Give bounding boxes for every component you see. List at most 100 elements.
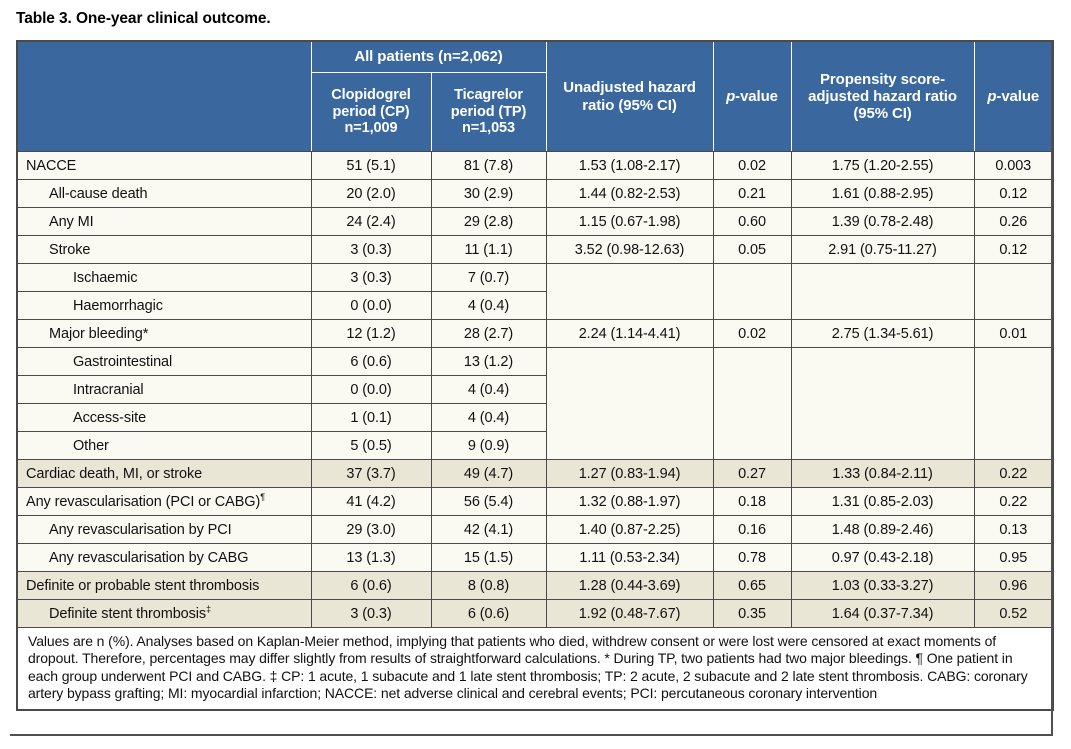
row-label-cell: Cardiac death, MI, or stroke [16,459,312,488]
tp-cell: 30 (2.9) [430,179,547,208]
cp-cell: 3 (0.3) [310,235,432,264]
footnote-marker-double-dagger: ‡ [206,603,211,614]
tp-cell: 7 (0.7) [430,263,547,292]
hr-cell: 3.52 (0.98-12.63) [545,235,714,264]
clopidogrel-period-n: n=1,009 [344,120,398,137]
merged-empty-hr-cell [545,347,714,460]
merged-empty-hr-cell [545,263,714,320]
cp-cell: 1 (0.1) [310,403,432,432]
hr-cell: 1.92 (0.48-7.67) [545,599,714,628]
p-value-cell: 0.22 [973,459,1054,488]
p-value-cell: 0.13 [973,515,1054,544]
adjusted-hr-cell: 2.91 (0.75-11.27) [790,235,975,264]
hr-cell: 1.28 (0.44-3.69) [545,571,714,600]
header-unadjusted-hr: Unadjusted hazard ratio (95% CI) [545,40,714,152]
table-body: NACCE 51 (5.1) 81 (7.8) 1.53 (1.08-2.17)… [16,151,1054,711]
row-label-cell: Any MI [16,207,312,236]
footnote-marker-pilcrow: ¶ [260,491,265,502]
merged-empty-p-cell [973,263,1054,320]
row-revascularisation-cabg: Any revascularisation by CABG 13 (1.3) 1… [16,543,1054,572]
p-value-cell: 0.65 [712,571,792,600]
row-label-cell: Definite stent thrombosis‡ [16,599,312,628]
row-label-cell: Major bleeding* [16,319,312,348]
row-intracranial: Intracranial 0 (0.0) 4 (0.4) [16,375,1053,404]
row-stroke: Stroke 3 (0.3) 11 (1.1) 3.52 (0.98-12.63… [16,235,1054,264]
row-label-cell: Any revascularisation by CABG [16,543,312,572]
row-all-cause-death: All-cause death 20 (2.0) 30 (2.9) 1.44 (… [16,179,1054,208]
p-value-cell: 0.26 [973,207,1054,236]
hr-cell: 1.40 (0.87-2.25) [545,515,714,544]
cp-cell: 0 (0.0) [310,375,432,404]
cp-cell: 3 (0.3) [310,263,432,292]
p-value-cell: 0.01 [973,319,1054,348]
header-all-patients: All patients (n=2,062) [310,40,547,73]
adjusted-hr-cell: 1.31 (0.85-2.03) [790,487,975,516]
row-label-cell: Haemorrhagic [16,291,312,320]
cp-cell: 51 (5.1) [310,151,432,180]
p-value-rest: -value [996,87,1040,105]
header-sub-row: Clopidogrel period (CP) n=1,009 Ticagrel… [17,72,1053,152]
cp-cell: 29 (3.0) [310,515,432,544]
row-footnote: Values are n (%). Analyses based on Kapl… [16,627,1054,711]
row-gastrointestinal: Gastrointestinal 6 (0.6) 13 (1.2) [16,347,1054,460]
p-value-cell: 0.35 [712,599,792,628]
row-label-cell: Definite or probable stent thrombosis [16,571,312,600]
cp-cell: 5 (0.5) [310,431,432,460]
adjusted-hr-cell: 1.33 (0.84-2.11) [790,459,975,488]
row-other-bleeding: Other 5 (0.5) 9 (0.9) [16,431,1053,460]
row-label-cell: Intracranial [16,375,312,404]
row-label: Definite stent thrombosis [49,605,207,622]
p-value-cell: 0.02 [712,151,792,180]
ticagrelor-period-n: n=1,053 [462,120,515,137]
cp-cell: 12 (1.2) [310,319,432,348]
header-clopidogrel-period: Clopidogrel period (CP) n=1,009 [310,72,432,152]
p-italic: p [987,87,997,105]
tp-cell: 56 (5.4) [430,487,547,516]
adjusted-hr-cell: 1.48 (0.89-2.46) [790,515,975,544]
p-italic: p [726,87,736,105]
p-value-cell: 0.96 [973,571,1054,600]
hr-cell: 1.44 (0.82-2.53) [545,179,714,208]
hr-cell: 1.27 (0.83-1.94) [545,459,714,488]
row-definite-stent-thrombosis: Definite stent thrombosis‡ 3 (0.3) 6 (0.… [16,599,1054,628]
table-footnote: Values are n (%). Analyses based on Kapl… [16,627,1054,711]
cp-cell: 13 (1.3) [310,543,432,572]
tp-cell: 81 (7.8) [430,151,547,180]
p-value-cell: 0.21 [712,179,792,208]
hr-cell: 1.32 (0.88-1.97) [545,487,714,516]
cp-cell: 6 (0.6) [310,571,432,600]
adjusted-hr-cell: 1.39 (0.78-2.48) [790,207,975,236]
tp-cell: 15 (1.5) [430,543,547,572]
row-label-cell: Other [16,431,312,460]
p-value-cell: 0.18 [712,487,792,516]
tp-cell: 8 (0.8) [430,571,547,600]
tp-cell: 29 (2.8) [430,207,547,236]
table-title: Table 3. One-year clinical outcome. [16,10,271,27]
row-definite-probable-stent-thrombosis: Definite or probable stent thrombosis 6 … [16,571,1054,600]
row-label-cell: Any revascularisation by PCI [16,515,312,544]
p-value-cell: 0.003 [973,151,1054,180]
adjusted-hr-cell: 0.97 (0.43-2.18) [790,543,975,572]
p-value-rest: -value [735,87,778,105]
adjusted-hr-cell: 1.03 (0.33-3.27) [790,571,975,600]
cp-cell: 0 (0.0) [310,291,432,320]
adjusted-hr-cell: 1.61 (0.88-2.95) [790,179,975,208]
tp-cell: 4 (0.4) [430,403,547,432]
row-access-site: Access-site 1 (0.1) 4 (0.4) [16,403,1053,432]
ticagrelor-period-name: Ticagrelor period (TP) [450,86,527,120]
p-value-cell: 0.78 [712,543,792,572]
p-value-cell: 0.02 [712,319,792,348]
tp-cell: 42 (4.1) [430,515,547,544]
cp-cell: 3 (0.3) [310,599,432,628]
p-value-cell: 0.12 [973,235,1054,264]
adjusted-hr-cell: 1.64 (0.37-7.34) [790,599,975,628]
header-p-value-unadjusted: p-value [712,40,792,152]
header-propensity-hr: Propensity score-adjusted hazard ratio (… [790,40,975,152]
p-value-cell: 0.95 [973,543,1054,572]
cp-cell: 24 (2.4) [310,207,432,236]
row-label-cell: Ischaemic [16,263,312,292]
cp-cell: 41 (4.2) [310,487,432,516]
hr-cell: 2.24 (1.14-4.41) [545,319,714,348]
hr-cell: 1.11 (0.53-2.34) [545,543,714,572]
row-nacce: NACCE 51 (5.1) 81 (7.8) 1.53 (1.08-2.17)… [16,151,1054,180]
